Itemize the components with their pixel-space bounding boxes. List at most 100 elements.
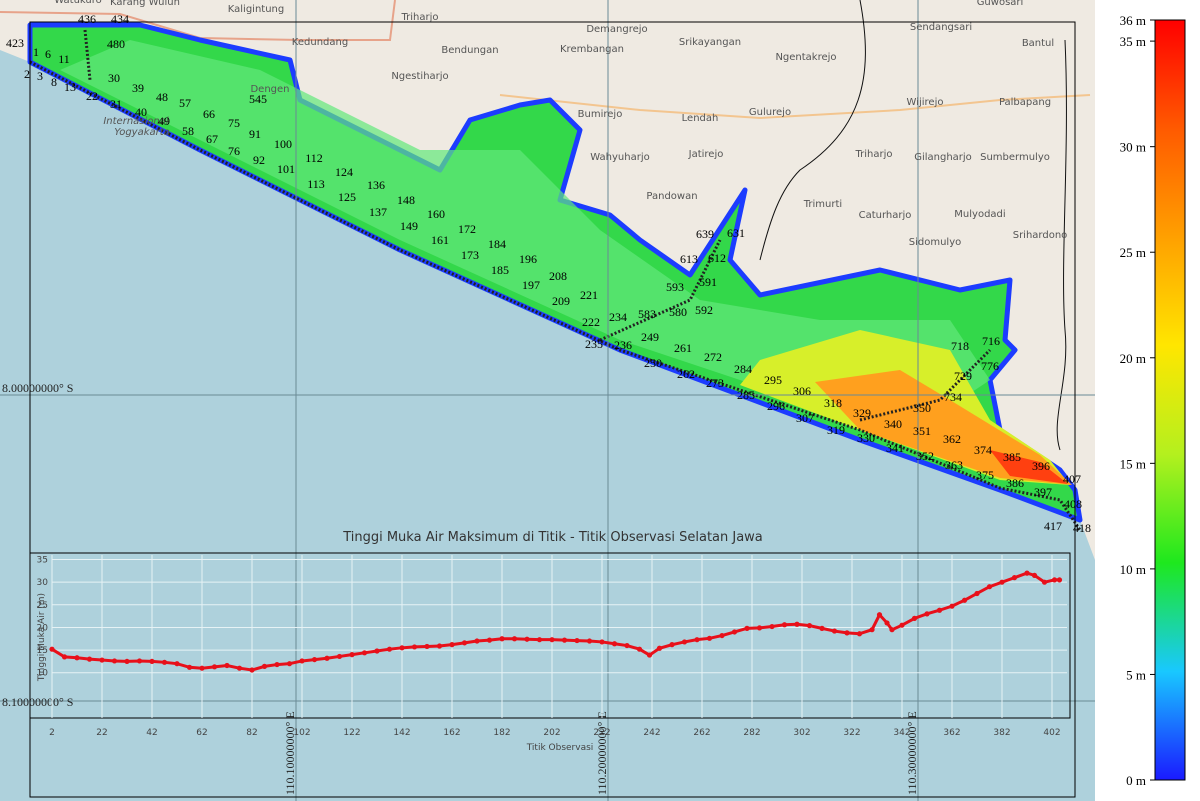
observation-points — [29, 60, 1082, 531]
observation-point-label: 436 — [78, 12, 96, 26]
data-point — [161, 659, 168, 665]
data-point — [461, 640, 468, 646]
y-tick-label: 35 — [37, 556, 48, 566]
road — [0, 0, 396, 41]
observation-point-label: 3 — [37, 69, 43, 83]
x-axis-label: Titik Observasi — [526, 743, 594, 753]
place-name: Wijirejo — [907, 97, 944, 108]
data-point — [744, 625, 750, 631]
data-point — [806, 623, 813, 629]
data-point — [424, 643, 430, 650]
place-name: Sendangsari — [910, 22, 972, 33]
data-point — [561, 637, 568, 643]
data-point — [486, 637, 493, 643]
coordinate-label: 110.20000000° E — [595, 711, 609, 795]
observation-point-label: 22 — [86, 89, 98, 103]
observation-point-label: 101 — [277, 162, 295, 176]
data-point — [349, 652, 355, 658]
observation-point-label: 591 — [699, 275, 717, 289]
data-point — [311, 656, 318, 663]
data-point — [136, 658, 143, 664]
data-point — [324, 655, 330, 661]
observation-point-label: 234 — [609, 310, 627, 324]
observation-point-label: 48 — [156, 90, 168, 104]
place-name: Internasional — [103, 116, 169, 127]
observation-point-label: 92 — [253, 153, 265, 167]
x-tick-label: 362 — [943, 728, 960, 738]
coordinate-label: 110.10000000° E — [283, 711, 297, 795]
observation-point-label: 592 — [695, 303, 713, 317]
observation-point-label: 613 — [680, 252, 698, 266]
place-name: Sumbermulyo — [980, 152, 1050, 163]
observation-point-label: 13 — [64, 80, 76, 94]
x-tick-label: 222 — [593, 728, 610, 738]
observation-point-label: 351 — [913, 424, 931, 438]
data-point — [1056, 577, 1063, 583]
road — [499, 94, 1091, 120]
data-point — [706, 635, 713, 641]
data-point — [49, 646, 55, 652]
data-point — [286, 661, 293, 667]
observation-point-label: 396 — [1032, 459, 1050, 473]
observation-point-label: 75 — [228, 116, 240, 130]
data-point — [681, 639, 688, 645]
plot-frame — [29, 552, 1071, 719]
observation-point-label: 161 — [431, 233, 449, 247]
data-point — [876, 612, 883, 618]
data-point — [669, 642, 675, 648]
observation-points — [83, 29, 992, 422]
data-point — [611, 641, 618, 647]
coordinate-grid — [0, 0, 1095, 801]
colorbar-tick-label: 10 m — [1120, 562, 1146, 577]
data-point — [361, 650, 368, 656]
data-point — [646, 652, 653, 658]
observation-point-label: 8 — [51, 75, 57, 89]
colorbar-tick-label: 5 m — [1126, 667, 1146, 682]
data-point — [249, 667, 255, 673]
observation-point-label: 639 — [696, 227, 714, 241]
observation-point-label: 612 — [708, 251, 726, 265]
y-tick-label: 10 — [37, 669, 49, 679]
place-name: Karang Wuluh — [110, 0, 180, 8]
observation-point-label: 124 — [335, 165, 353, 179]
data-point — [124, 658, 130, 665]
data-point — [974, 590, 980, 597]
place-name: Ngentakrejo — [775, 52, 836, 63]
x-tick-label: 22 — [96, 728, 107, 738]
observation-point-label: 113 — [307, 177, 325, 191]
observation-point-label: 285 — [737, 388, 755, 402]
colorbar-tick-label: 25 m — [1120, 245, 1146, 260]
observation-point-label: 31 — [110, 97, 122, 111]
data-point — [474, 638, 480, 644]
data-point — [74, 655, 80, 661]
inundation-area — [990, 450, 1068, 484]
observation-point-label: 318 — [824, 396, 842, 410]
data-point — [781, 622, 788, 628]
place-name: Pandowan — [646, 191, 697, 202]
colorbar-tick-label: 36 m — [1120, 13, 1146, 28]
place-name: Palbapang — [999, 97, 1051, 108]
x-tick-label: 182 — [493, 728, 510, 738]
observation-point-label: 208 — [549, 269, 567, 283]
data-point — [694, 637, 700, 643]
observation-point-label: 631 — [727, 226, 745, 240]
observation-point-label: 330 — [857, 431, 875, 445]
x-tick-label: 62 — [196, 728, 207, 738]
observation-point-label: 340 — [884, 417, 902, 431]
data-point — [889, 627, 895, 633]
colorbar-tick-label: 0 m — [1126, 773, 1146, 788]
place-name: Wahyuharjo — [590, 152, 649, 163]
place-name: Kaligintung — [228, 4, 284, 15]
data-point — [299, 658, 305, 664]
place-name: Kedundang — [292, 37, 348, 48]
place-name: Lendah — [682, 113, 719, 124]
observation-point-label: 185 — [491, 263, 509, 277]
data-point — [986, 584, 993, 590]
data-point — [199, 665, 205, 671]
place-name: Demangrejo — [586, 24, 647, 35]
observation-point-label: 296 — [767, 399, 785, 413]
observation-point-label: 196 — [519, 252, 537, 266]
data-point — [794, 621, 800, 627]
place-name: Bendungan — [441, 45, 498, 56]
observation-point-label: 57 — [179, 96, 191, 110]
